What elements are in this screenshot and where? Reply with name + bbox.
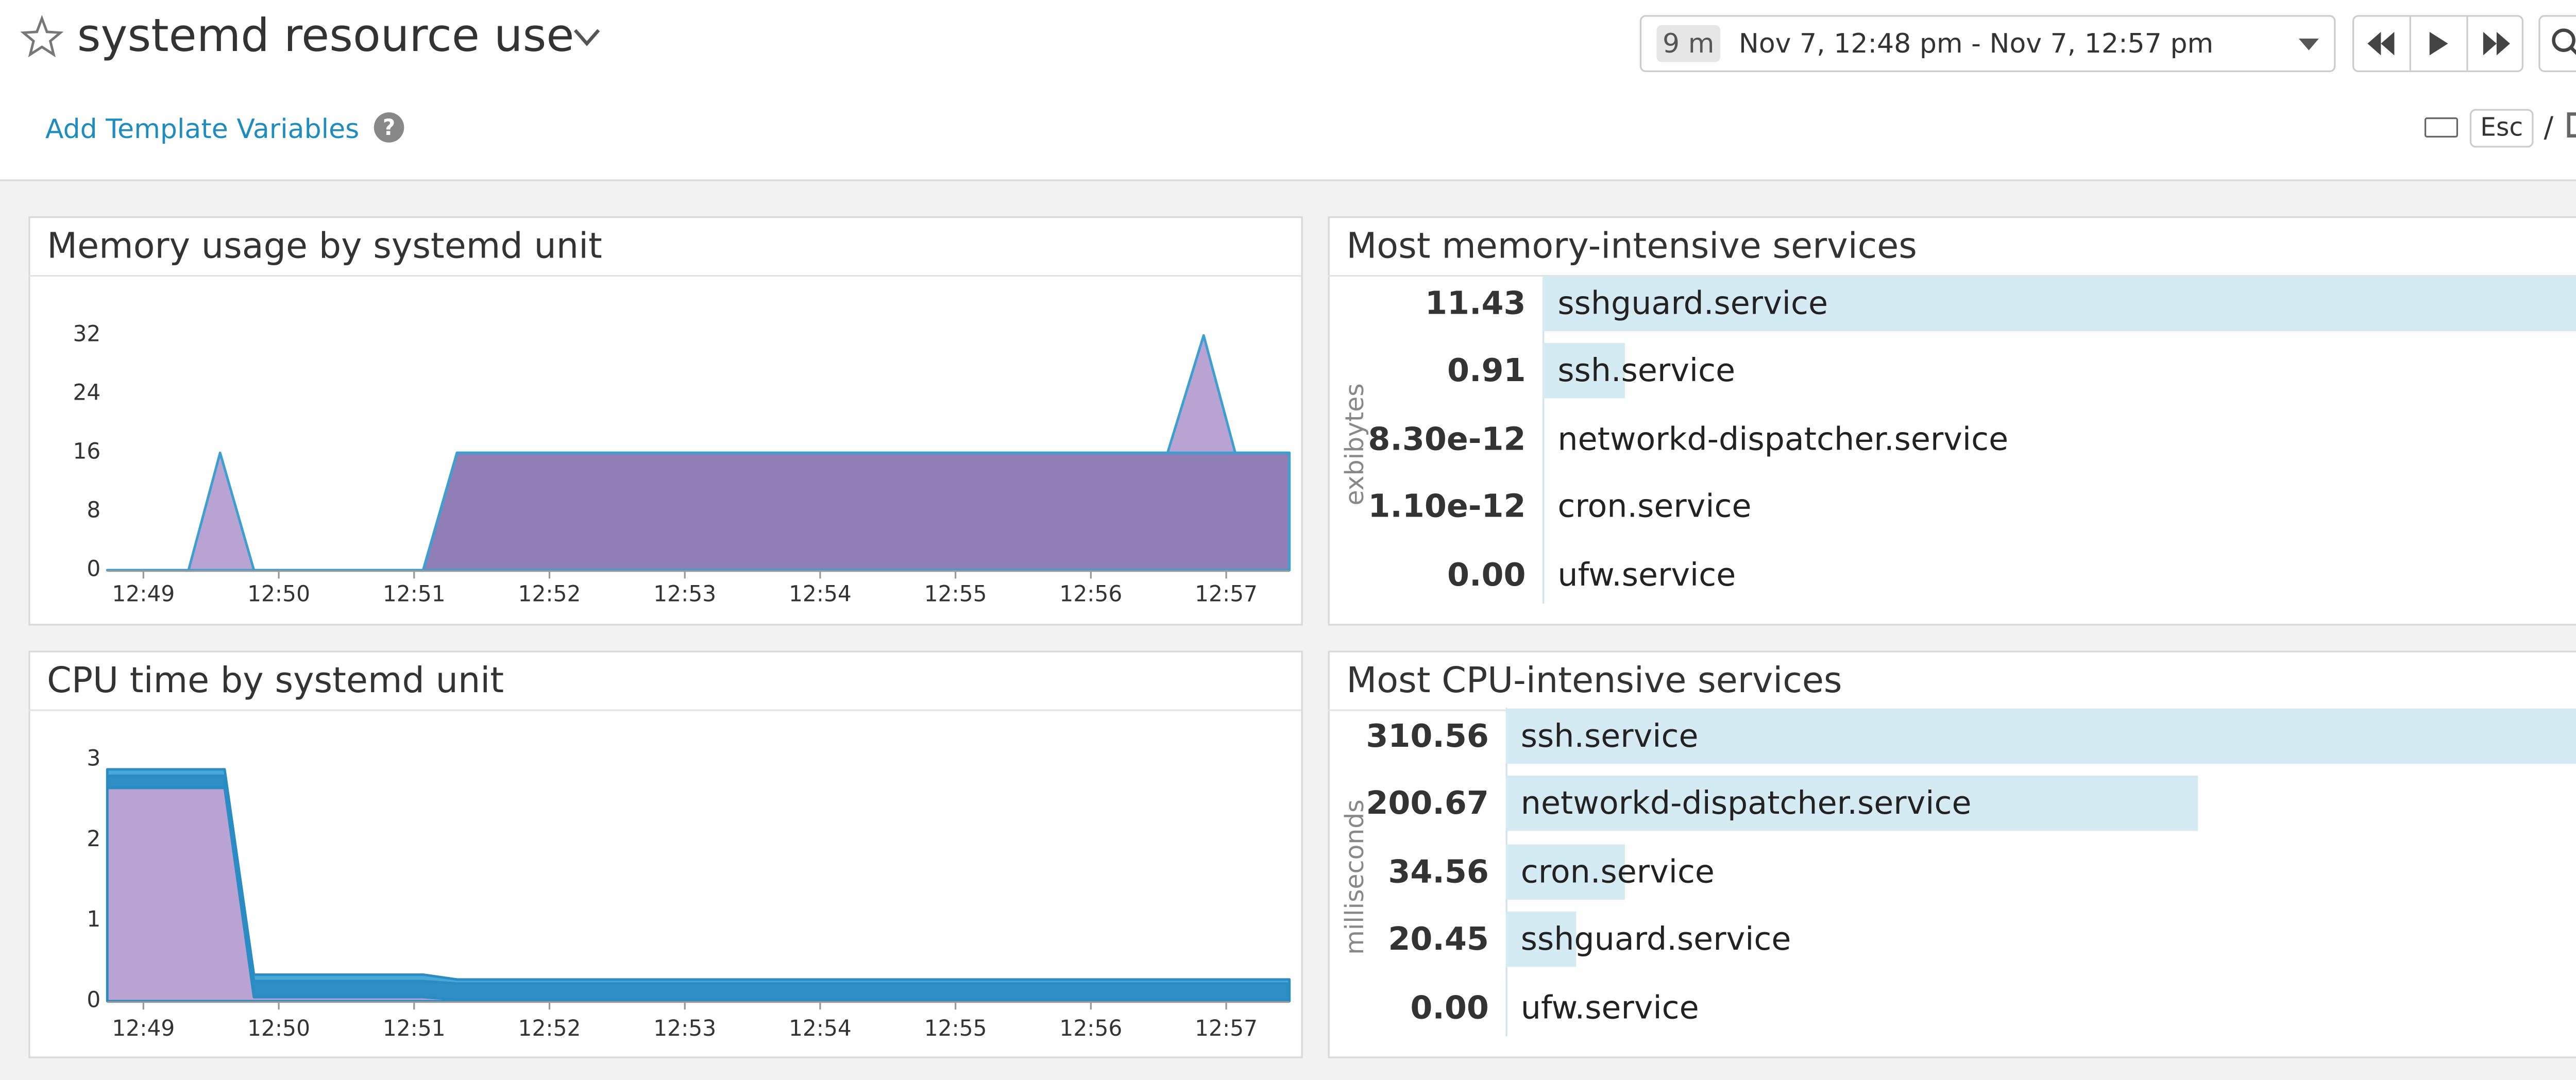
category-label: networkd-dispatcher.service: [1557, 420, 2008, 457]
zoom-icon: [2552, 28, 2575, 52]
monitor-icon: [2567, 112, 2576, 138]
time-span: 9 m: [1663, 28, 1714, 59]
category-label: ufw.service: [1557, 556, 1736, 593]
x-tick-label: 12:57: [1195, 581, 1258, 606]
y-tick-label: 8: [87, 498, 100, 523]
y-tick-label: 0: [87, 987, 100, 1012]
bar: [1505, 775, 2198, 831]
value-label: 0.91: [1447, 352, 1526, 389]
category-label: cron.service: [1557, 488, 1751, 525]
x-tick-label: 12:52: [518, 1016, 581, 1041]
x-tick-label: 12:50: [247, 1016, 310, 1041]
zoom-icon-handle: [2569, 45, 2576, 55]
value-label: 20.45: [1388, 920, 1489, 957]
widget-title: Most memory-intensive services: [1346, 226, 1917, 266]
axis-label: exbibytes: [1340, 383, 1369, 505]
bar: [1505, 911, 1577, 967]
x-tick-label: 12:51: [383, 581, 446, 606]
x-tick-label: 12:50: [247, 581, 310, 606]
value-label: 11.43: [1425, 285, 1526, 322]
value-label: 8.30e-12: [1368, 420, 1526, 457]
x-tick-label: 12:55: [924, 1016, 987, 1041]
category-label: sshguard.service: [1521, 920, 1791, 957]
y-tick-label: 32: [73, 321, 100, 347]
dashboard-title: systemd resource use: [77, 9, 574, 62]
y-tick-label: 1: [87, 906, 100, 932]
esc-key-text: Esc: [2480, 113, 2523, 142]
bar: [1543, 342, 1625, 399]
bar: [1543, 276, 2576, 332]
y-tick-label: 0: [87, 556, 100, 581]
x-tick-label: 12:51: [383, 1016, 446, 1041]
value-label: 34.56: [1388, 853, 1489, 890]
time-span-badge: [1656, 25, 1721, 62]
y-tick-label: 3: [87, 746, 100, 771]
category-label: sshguard.service: [1557, 285, 1828, 322]
value-label: 200.67: [1366, 784, 1489, 821]
template-variables-link[interactable]: Add Template Variables: [45, 114, 359, 145]
x-tick-label: 12:53: [653, 581, 716, 606]
widget-title: CPU time by systemd unit: [47, 660, 504, 701]
x-tick-label: 12:56: [1059, 1016, 1122, 1041]
title-dropdown[interactable]: [573, 29, 600, 46]
time-range: Nov 7, 12:48 pm - Nov 7, 12:57 pm: [1739, 28, 2213, 59]
value-label: 0.00: [1410, 989, 1489, 1026]
x-tick-label: 12:56: [1059, 581, 1122, 606]
value-label: 1.10e-12: [1368, 488, 1526, 525]
widget-title: Most CPU-intensive services: [1346, 660, 1842, 701]
area-series: [106, 768, 1291, 985]
y-tick-label: 16: [73, 439, 100, 464]
y-tick-label: 2: [87, 826, 100, 851]
time-dropdown[interactable]: [2298, 38, 2319, 50]
y-tick-label: 24: [73, 380, 100, 405]
zoom-button[interactable]: [2538, 15, 2576, 73]
keyboard-icon: [2424, 117, 2459, 138]
help-icon[interactable]: [374, 112, 404, 143]
time-picker[interactable]: [1639, 15, 2336, 73]
category-label: ssh.service: [1557, 352, 1735, 389]
category-label: ssh.service: [1521, 717, 1699, 755]
x-tick-label: 12:54: [789, 1016, 852, 1041]
x-tick-label: 12:52: [518, 581, 581, 606]
esc-key: [2469, 109, 2534, 148]
bar: [1505, 844, 1625, 900]
x-tick-label: 12:49: [112, 1016, 175, 1041]
widget-title: Memory usage by systemd unit: [47, 226, 602, 266]
x-tick-label: 12:54: [789, 581, 852, 606]
value-label: 310.56: [1366, 717, 1489, 755]
separator: /: [2544, 111, 2553, 144]
bar: [1505, 708, 2576, 764]
axis-label: milliseconds: [1340, 799, 1369, 955]
x-tick-label: 12:49: [112, 581, 175, 606]
play-button[interactable]: [2429, 31, 2448, 56]
category-label: networkd-dispatcher.service: [1521, 784, 1972, 821]
category-label: ufw.service: [1521, 989, 1699, 1026]
x-tick-label: 12:57: [1195, 1016, 1258, 1041]
rewind-button[interactable]: [2367, 31, 2395, 56]
help-icon-text: ?: [383, 115, 396, 140]
category-label: cron.service: [1521, 853, 1715, 890]
favorite-star[interactable]: [20, 14, 64, 58]
value-label: 0.00: [1447, 556, 1526, 593]
x-tick-label: 12:55: [924, 581, 987, 606]
x-tick-label: 12:53: [653, 1016, 716, 1041]
